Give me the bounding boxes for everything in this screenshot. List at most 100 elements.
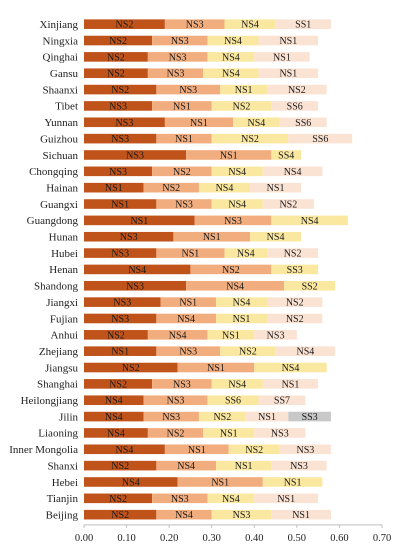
bar-segment	[245, 411, 289, 422]
bar-segment	[215, 297, 268, 307]
province-label: Sichuan	[43, 150, 79, 162]
segment-label: NS1	[284, 477, 302, 488]
segment-label: SS6	[312, 134, 328, 145]
bar-segment	[160, 297, 216, 307]
bar-segment	[271, 460, 327, 471]
bar-row: NS4 NS1 NS2 NS3	[84, 444, 331, 456]
bar-row: NS3 NS1 NS4 NS2	[84, 297, 323, 309]
bar-segment	[84, 117, 165, 128]
bar-segment	[147, 428, 204, 438]
bar-segment	[215, 460, 272, 471]
bar-segment	[271, 509, 331, 520]
bar-segment	[152, 493, 208, 504]
bar-segment	[84, 101, 153, 111]
province-labels-layer: Xinjiang Ningxia Qinghai Gansu Shaanxi Tibet Y…	[9, 19, 78, 521]
province-label: Qinghai	[43, 52, 78, 64]
bar-segment	[156, 199, 212, 209]
bar-segment	[84, 264, 191, 275]
bar-segment	[84, 19, 165, 29]
segment-label: NS2	[222, 265, 240, 276]
bar-segment	[224, 248, 268, 258]
segment-label: NS1	[222, 330, 240, 341]
bar-row: NS3 NS1 NS4 SS6	[84, 117, 327, 129]
province-label: Liaoning	[38, 428, 78, 440]
x-axis: 0.00 0.10 0.20 0.30 0.40 0.50 0.60 0.70	[75, 524, 391, 544]
province-label: Jilin	[59, 411, 78, 423]
bar-segment	[207, 35, 259, 46]
province-label: Zhejiang	[39, 346, 79, 358]
bar-segment	[156, 509, 212, 520]
segment-label: SS2	[302, 281, 318, 292]
province-label: Ningxia	[43, 35, 79, 47]
segment-label: NS3	[111, 134, 129, 145]
bar-row: NS4 NS3 SS6 SS7	[84, 395, 306, 407]
segment-label: NS4	[105, 412, 123, 423]
segment-label: NS4	[216, 183, 234, 194]
segment-label: NS3	[271, 428, 289, 439]
bar-segment	[271, 101, 319, 111]
bar-segment	[186, 280, 285, 291]
segment-label: NS1	[175, 134, 193, 145]
bar-segment	[198, 411, 246, 422]
bar-row: NS2 NS3 NS4 NS1	[84, 379, 319, 390]
bar-segment	[84, 411, 144, 422]
segment-label: NS2	[288, 85, 306, 96]
bar-segment	[156, 133, 212, 144]
bar-segment	[207, 330, 255, 340]
segment-label: SS1	[295, 20, 311, 31]
segment-label: NS2	[213, 412, 231, 423]
bar-segment	[190, 264, 272, 275]
segment-label: NS2	[167, 428, 185, 439]
x-tick-label: 0.20	[160, 533, 178, 544]
bar-row: NS2 NS3 NS4 NS1	[84, 68, 319, 80]
bar-segment	[254, 52, 310, 62]
bar-segment	[262, 379, 319, 389]
bar-row: NS2 NS3 NS4 SS1	[84, 19, 331, 31]
bar-row: NS1 NS3 NS2 NS4	[84, 346, 336, 358]
segment-label: NS4	[116, 445, 134, 456]
segment-label: NS3	[267, 330, 285, 341]
bar-row: NS2 NS3 NS1 NS2	[84, 84, 327, 96]
province-label: Chongqing	[29, 166, 78, 178]
segment-label: NS3	[296, 445, 314, 456]
bar-segment	[220, 84, 268, 95]
bar-segment	[84, 133, 157, 144]
segment-label: NS1	[279, 36, 297, 47]
segment-label: NS4	[224, 36, 242, 47]
province-label: Shanghai	[37, 379, 78, 391]
bar-segment	[84, 330, 148, 340]
bar-segment	[84, 199, 157, 209]
bar-segment	[147, 68, 204, 79]
segment-label: NS1	[273, 52, 291, 63]
segment-label: NS3	[173, 379, 191, 390]
bar-segment	[258, 35, 319, 46]
bar-segment	[267, 248, 319, 258]
segment-label: NS1	[179, 298, 197, 309]
segment-label: NS4	[105, 396, 123, 407]
province-label: Yunnan	[44, 117, 78, 129]
segment-label: NS1	[233, 314, 251, 325]
province-label: Hainan	[46, 182, 78, 194]
segment-label: NS1	[203, 232, 221, 243]
bar-segment	[143, 182, 199, 193]
segment-label: NS4	[222, 52, 240, 63]
x-tick-label: 0.50	[288, 533, 306, 544]
province-label: Guangxi	[40, 199, 78, 211]
bar-segment	[84, 68, 148, 79]
bar-segment	[84, 477, 178, 487]
bar-row: NS2 NS4 NS1 NS3	[84, 460, 327, 472]
segment-label: NS4	[222, 494, 240, 505]
segment-label: NS1	[130, 216, 148, 227]
bar-segment	[267, 297, 323, 307]
province-label: Guangdong	[27, 215, 79, 227]
segment-label: NS2	[111, 461, 129, 472]
x-tick-label: 0.00	[75, 533, 93, 544]
segment-label: NS4	[267, 232, 285, 243]
segment-label: NS2	[279, 200, 297, 211]
segment-label: NS2	[107, 69, 125, 80]
bar-row: NS3 NS1 NS4 NS2	[84, 248, 319, 260]
bar-segment	[84, 346, 157, 356]
segment-label: NS2	[109, 379, 127, 390]
segment-label: NS2	[286, 298, 304, 309]
segment-label: NS4	[301, 216, 319, 227]
